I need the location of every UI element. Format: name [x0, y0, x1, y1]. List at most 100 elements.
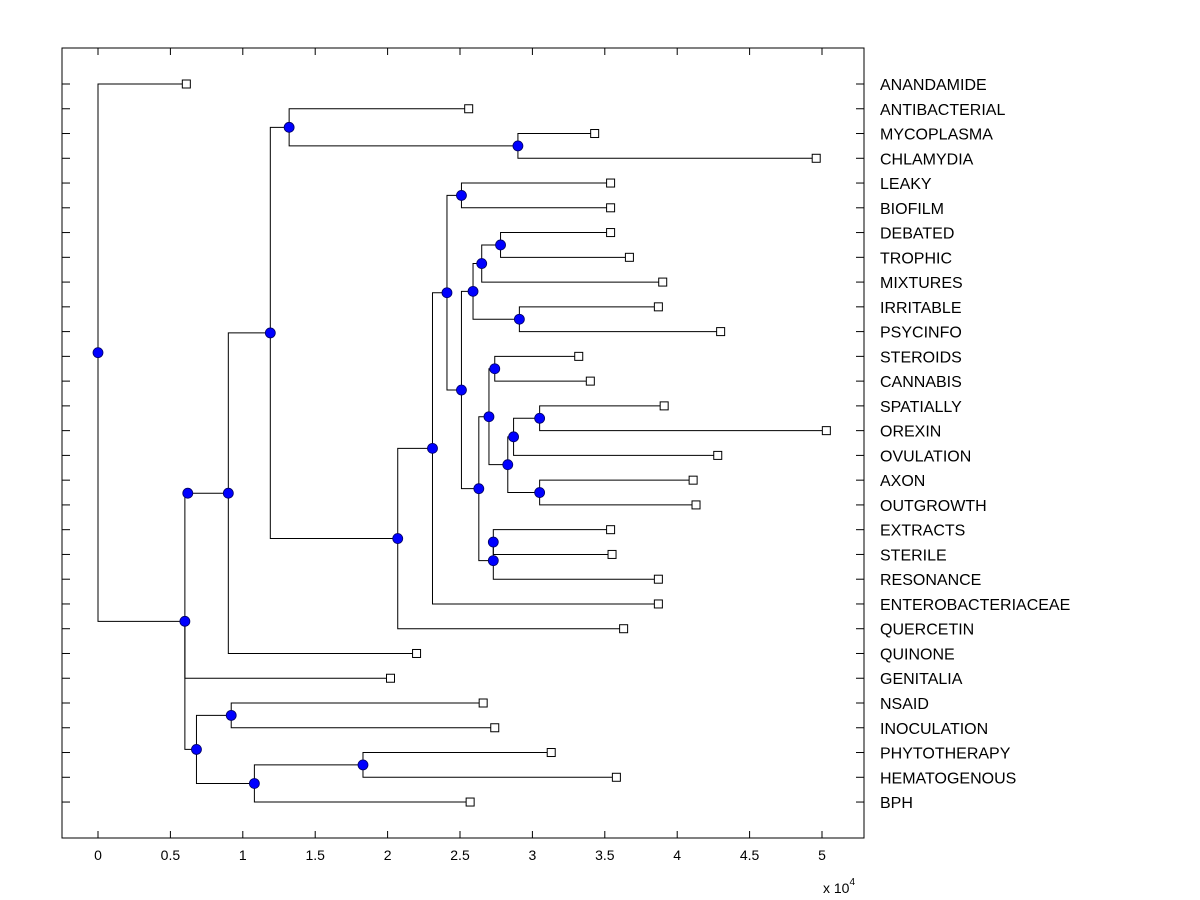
branch-link [269, 126, 290, 333]
leaf-node [688, 475, 698, 485]
internal-node [456, 190, 467, 201]
leaf-labels: ANANDAMIDE ANTIBACTERIAL MYCOPLASMA CHLAMYD… [880, 77, 1070, 812]
leaf-node [465, 797, 475, 807]
leaf-label: IRRITABLE [880, 300, 962, 317]
branch-link [97, 352, 185, 622]
leaf-node [606, 203, 616, 213]
leaf-node [546, 748, 556, 758]
leaf-node [653, 599, 663, 609]
leaf-node [385, 673, 395, 683]
leaf-node [658, 277, 668, 287]
leaf-label: NSAID [880, 696, 929, 713]
leaf-label: STEROIDS [880, 349, 962, 366]
leaf-node [611, 772, 621, 782]
leaf-node [713, 450, 723, 460]
internal-node [456, 384, 467, 396]
internal-node [512, 140, 524, 152]
internal-node [191, 744, 202, 755]
internal-node [534, 487, 546, 498]
internal-node [489, 363, 501, 375]
leaf-label: AXON [880, 473, 925, 490]
branch-link [460, 390, 479, 490]
internal-node [182, 487, 194, 499]
branch-link [288, 127, 518, 147]
internal-node [513, 313, 525, 325]
branch-link [481, 244, 501, 264]
x-exponent-label: x 104 [823, 877, 855, 896]
leaf-node [478, 698, 488, 708]
x-tick-label: 4.5 [740, 847, 760, 863]
internal-nodes [92, 121, 546, 789]
branch-link [288, 108, 469, 128]
branch-link [195, 749, 255, 784]
internal-node [225, 709, 237, 721]
leaf-node [606, 178, 616, 188]
x-axis: 0 0.5 1 1.5 2 2.5 3 3.5 4 4.5 5 [94, 48, 826, 863]
leaf-label: CANNABIS [880, 374, 962, 391]
leaf-label: DEBATED [880, 226, 954, 243]
leaf-node [606, 228, 616, 238]
branch-link [513, 436, 718, 456]
leaf-label: MYCOPLASMA [880, 127, 993, 144]
internal-node [248, 778, 260, 789]
branch-link [472, 291, 520, 320]
internal-node [502, 459, 514, 471]
x-tick-label: 0 [94, 847, 102, 863]
leaf-node [181, 79, 191, 89]
internal-node [473, 483, 485, 495]
internal-node [487, 555, 499, 567]
leaf-label: ANANDAMIDE [880, 77, 987, 94]
branch-link [253, 783, 471, 803]
x-tick-label: 3.5 [595, 847, 615, 863]
branch-link [507, 464, 540, 494]
leaf-node [606, 525, 616, 535]
leaf-node [574, 351, 584, 361]
leaf-node [624, 252, 634, 262]
leaf-node [659, 401, 669, 411]
leaf-label: BIOFILM [880, 201, 944, 218]
leaf-label: MIXTURES [880, 275, 963, 292]
leaf-label: PSYCINFO [880, 325, 962, 342]
leaf-node [716, 327, 726, 337]
leaf-node [585, 376, 595, 386]
leaf-node [691, 500, 701, 510]
x-tick-label: 1.5 [305, 847, 325, 863]
branch-link [253, 764, 363, 784]
leaf-label: PHYTOTHERAPY [880, 746, 1011, 763]
internal-node [508, 431, 519, 443]
leaf-node [607, 549, 617, 559]
plot-area [61, 47, 865, 839]
y-ticks [62, 83, 864, 803]
branch-link [513, 417, 540, 437]
branch-link [397, 447, 433, 539]
branch-link [488, 416, 508, 466]
branch-link [227, 493, 417, 654]
internal-node [487, 536, 499, 548]
leaf-label: STERILE [880, 547, 947, 564]
branch-link [97, 83, 187, 353]
internal-node [222, 487, 234, 499]
leaf-label: INOCULATION [880, 721, 988, 738]
branch-link [481, 263, 663, 283]
leaf-node [490, 723, 500, 733]
branch-link [431, 448, 659, 605]
branch-link [195, 714, 232, 750]
leaf-label: QUINONE [880, 646, 955, 663]
leaf-label: GENITALIA [880, 671, 963, 688]
internal-node [357, 759, 369, 771]
leaf-node [464, 104, 474, 114]
branch-link [397, 538, 624, 630]
internal-node [92, 347, 104, 359]
internal-node [467, 285, 479, 297]
leaf-node [619, 624, 629, 634]
leaf-label: OREXIN [880, 424, 941, 441]
internal-node [441, 287, 453, 299]
leaf-label: RESONANCE [880, 572, 981, 589]
leaf-label: QUERCETIN [880, 622, 974, 639]
internal-node [534, 412, 546, 424]
leaf-label: ANTIBACTERIAL [880, 102, 1005, 119]
internal-node [495, 239, 506, 251]
leaf-label: ENTEROBACTERIACEAE [880, 597, 1070, 614]
branch-link [269, 332, 398, 540]
